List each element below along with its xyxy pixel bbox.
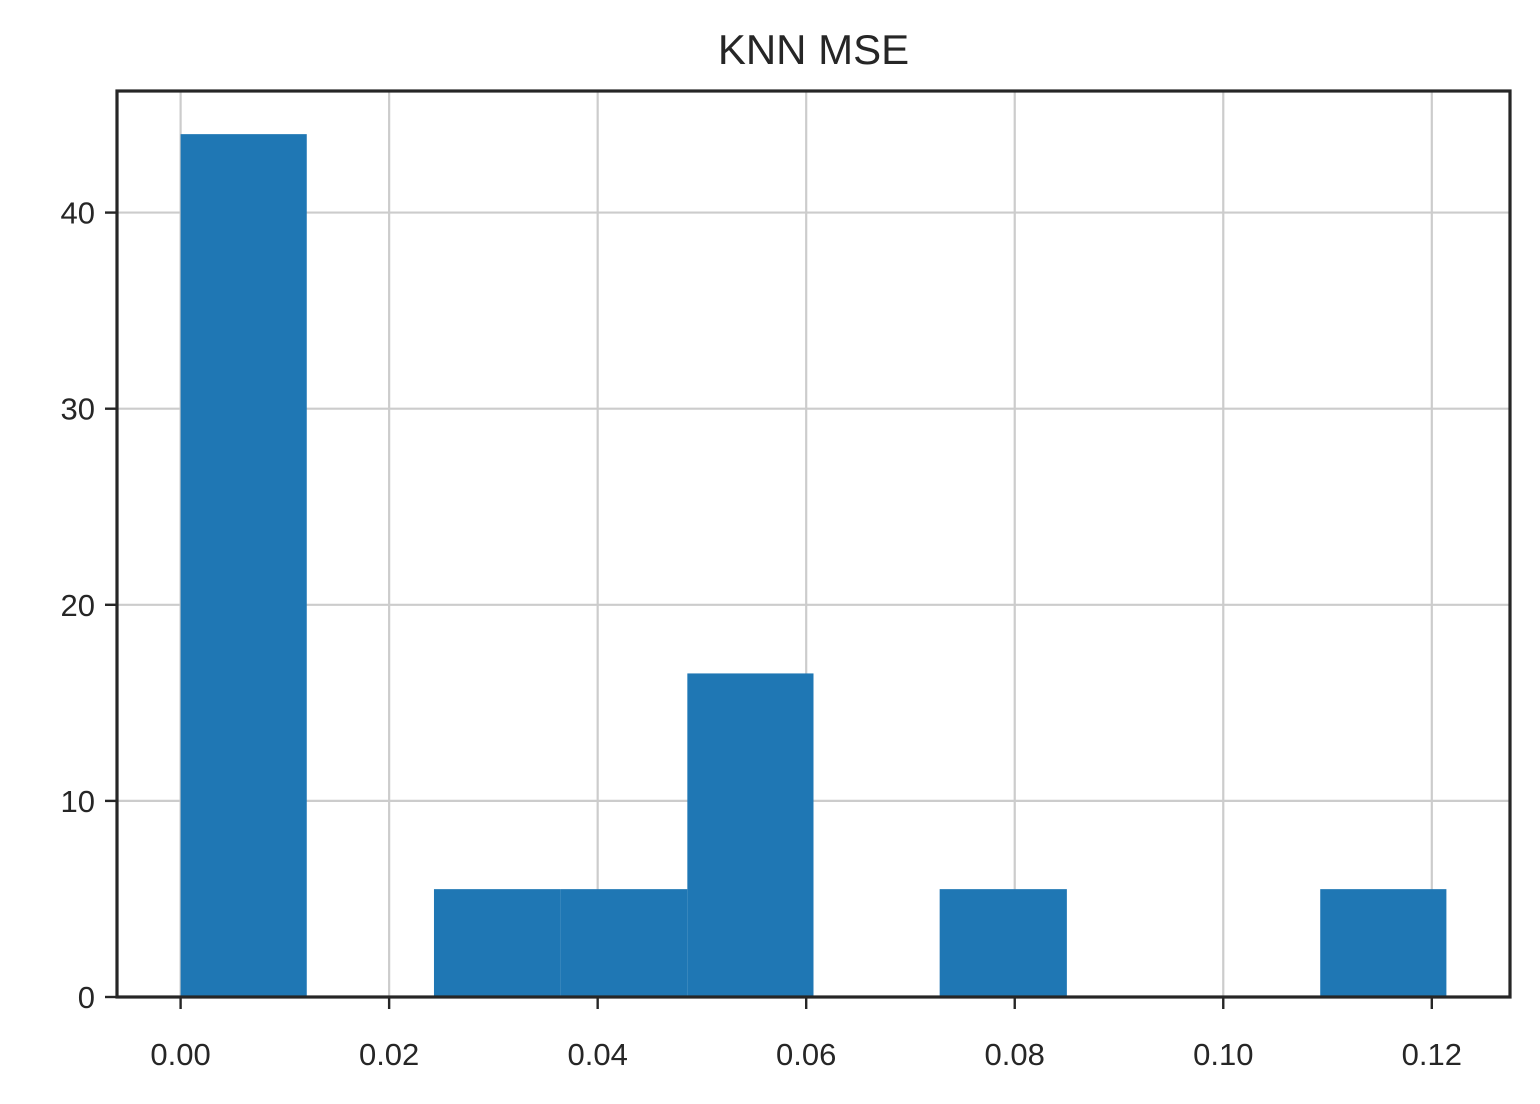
histogram-bar-9	[1320, 889, 1447, 997]
tick-labels: 0.00 0.02 0.04 0.06 0.08 0.10 0.12 0 10 20 30 40	[61, 196, 1462, 1072]
x-tick-label: 0.02	[359, 1037, 419, 1072]
y-tick-label: 20	[61, 588, 95, 623]
y-tick-label: 0	[78, 980, 95, 1015]
histogram-bar-0	[180, 134, 307, 998]
histogram-bar-2	[433, 889, 561, 997]
x-tick-label: 0.04	[567, 1037, 627, 1072]
chart-title: KNN MSE	[718, 26, 909, 73]
y-tick-label: 30	[61, 392, 95, 427]
histogram-bar-3	[560, 889, 688, 997]
x-tick-label: 0.10	[1193, 1037, 1253, 1072]
x-tick-label: 0.06	[776, 1037, 836, 1072]
bars	[180, 134, 1447, 998]
ticks	[105, 211, 1434, 1009]
x-tick-label: 0.08	[985, 1037, 1045, 1072]
y-tick-label: 40	[61, 196, 95, 231]
x-tick-label: 0.12	[1402, 1037, 1462, 1072]
histogram-bar-6	[939, 889, 1067, 997]
x-tick-label: 0.00	[150, 1037, 210, 1072]
plot-frame	[115, 89, 1512, 999]
y-tick-label: 10	[61, 784, 95, 819]
histogram-bar-4	[687, 673, 814, 997]
